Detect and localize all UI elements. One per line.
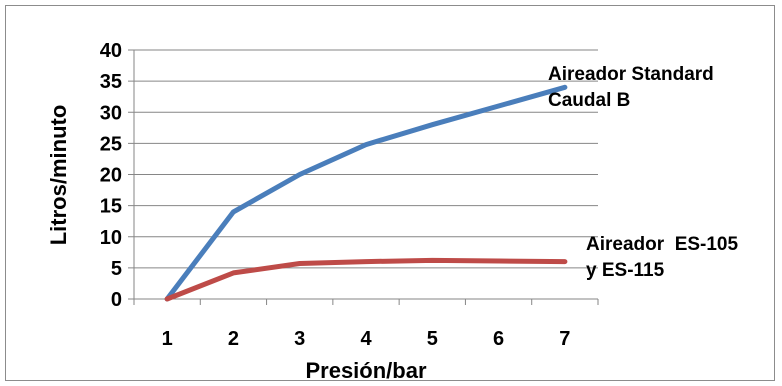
y-tick-label: 35 — [100, 71, 122, 93]
axes — [128, 49, 599, 305]
y-tick-label: 5 — [111, 258, 122, 280]
x-tick-labels: 1 2 3 4 5 6 7 — [162, 328, 571, 350]
y-tick-label: 40 — [100, 40, 122, 62]
y-tick-labels: 0 5 10 15 20 25 30 35 40 — [100, 40, 122, 311]
chart-frame — [5, 5, 775, 381]
gridlines — [134, 49, 598, 269]
x-tick-label: 2 — [228, 328, 239, 350]
y-tick-label: 20 — [100, 165, 122, 187]
series-label-1-line-1: Aireador Standard — [548, 64, 714, 85]
y-tick-label: 0 — [111, 289, 122, 311]
series-lines — [164, 84, 568, 302]
x-axis-title: Presión/bar — [305, 358, 426, 383]
series-annotations: Aireador Standard Caudal B Aireador ES-105… — [548, 64, 738, 281]
y-tick-label: 25 — [100, 133, 122, 155]
series-label-2-line-2: y ES-115 — [586, 260, 665, 281]
x-tick-label: 1 — [162, 328, 173, 350]
x-tick-label: 4 — [360, 328, 372, 350]
x-tick-label: 7 — [559, 328, 570, 350]
x-tick-label: 6 — [493, 328, 504, 350]
y-tick-label: 10 — [100, 227, 122, 249]
y-axis-title: Litros/minuto — [46, 105, 71, 246]
series-label-1-line-2: Caudal B — [548, 90, 630, 111]
y-tick-label: 15 — [100, 196, 122, 218]
series-line-2 — [164, 257, 568, 302]
series-label-2-line-1: Aireador ES-105 — [586, 234, 738, 255]
x-tick-label: 5 — [427, 328, 438, 350]
series-line-1 — [164, 84, 568, 302]
x-tick-label: 3 — [294, 328, 305, 350]
y-tick-label: 30 — [100, 102, 122, 124]
